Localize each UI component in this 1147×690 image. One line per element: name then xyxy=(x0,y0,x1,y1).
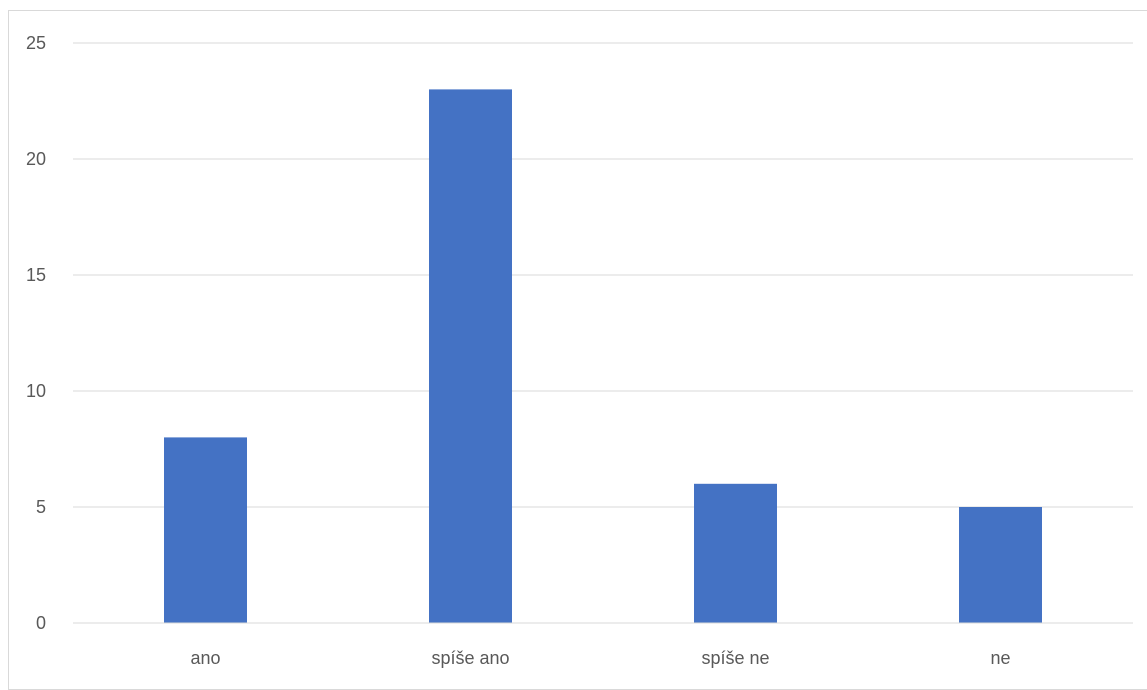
x-tick-label: ne xyxy=(990,648,1010,668)
x-axis-tick-labels: ano spíše ano spíše ne ne xyxy=(190,648,1010,668)
y-tick-label: 0 xyxy=(36,613,46,633)
y-tick-label: 20 xyxy=(26,149,46,169)
x-tick-label: ano xyxy=(190,648,220,668)
bar-2 xyxy=(429,89,512,623)
bars xyxy=(164,89,1042,623)
y-tick-label: 10 xyxy=(26,381,46,401)
bar-3 xyxy=(694,483,777,623)
y-axis-tick-labels: 0 5 10 15 20 25 xyxy=(26,33,46,633)
bar-4 xyxy=(959,507,1042,623)
y-tick-label: 25 xyxy=(26,33,46,53)
x-tick-label: spíše ano xyxy=(431,648,509,668)
y-tick-label: 5 xyxy=(36,497,46,517)
y-tick-label: 15 xyxy=(26,265,46,285)
bar-1 xyxy=(164,437,247,623)
x-tick-label: spíše ne xyxy=(701,648,769,668)
gridlines xyxy=(73,42,1133,508)
